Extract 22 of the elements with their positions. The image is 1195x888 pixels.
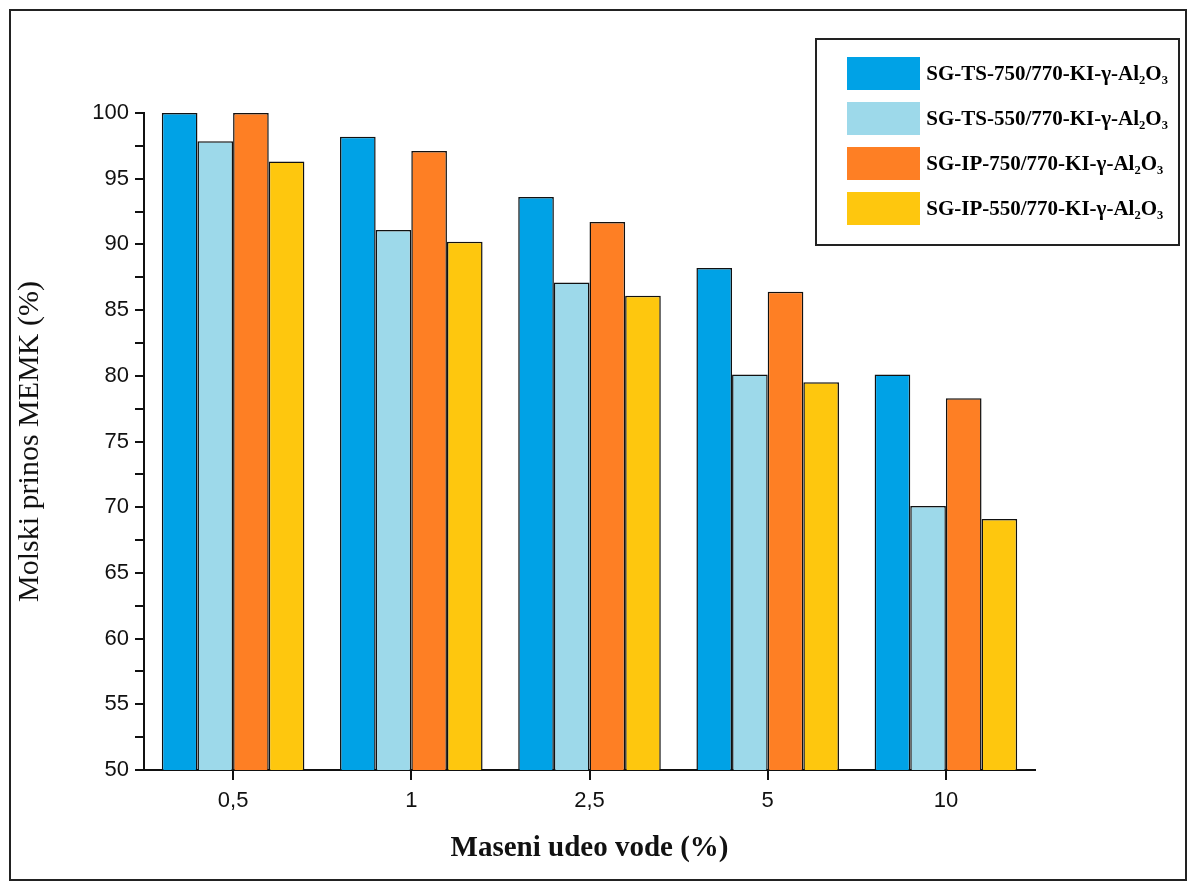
legend-label: SG-TS-750/770-KI-γ-Al₂O₃ xyxy=(926,61,1168,86)
y-axis-title: Molski prinos MEMK (%) xyxy=(10,281,45,602)
y-tick-label: 70 xyxy=(104,493,129,519)
y-tick-label: 75 xyxy=(104,427,129,453)
y-tick-label: 55 xyxy=(104,690,129,716)
x-tick-label: 1 xyxy=(405,787,418,813)
x-tick-label: 2,5 xyxy=(574,787,605,813)
x-tick-label: 10 xyxy=(933,787,959,813)
y-tick-label: 50 xyxy=(104,756,129,782)
y-tick-label: 80 xyxy=(104,361,129,387)
x-tick-label: 0,5 xyxy=(217,787,249,813)
x-axis-title: Maseni udeo vode (%) xyxy=(450,830,729,864)
y-tick-label: 95 xyxy=(104,164,129,190)
y-tick-label: 65 xyxy=(104,558,129,584)
legend-label: SG-IP-550/770-KI-γ-Al₂O₃ xyxy=(926,196,1164,221)
legend-label: SG-TS-550/770-KI-γ-Al₂O₃ xyxy=(926,106,1168,131)
y-tick-label: 60 xyxy=(104,624,129,650)
y-tick-label: 90 xyxy=(104,230,129,256)
y-tick-label: 100 xyxy=(92,99,129,125)
legend-label: SG-IP-750/770-KI-γ-Al₂O₃ xyxy=(926,151,1164,176)
x-tick-label: 5 xyxy=(761,787,774,813)
y-tick-label: 85 xyxy=(104,296,129,322)
